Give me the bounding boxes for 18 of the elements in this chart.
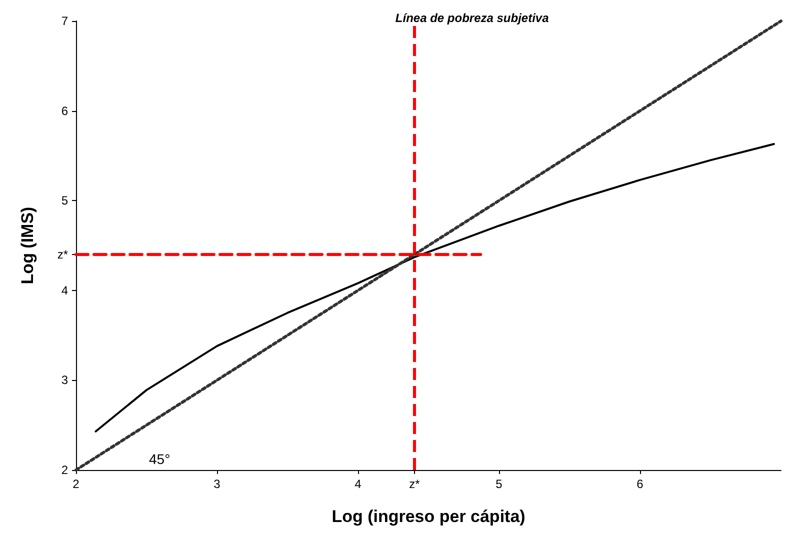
x-tick-label: 6 (636, 477, 644, 491)
x-tick-label: 2 (72, 477, 80, 491)
annotation: 45° (149, 451, 170, 467)
y-tick-label: 3 (61, 373, 68, 388)
x-tick-label: 3 (214, 477, 221, 491)
line-series (94, 143, 775, 432)
x-tick-label: z* (409, 477, 420, 491)
x-tick-label: 5 (496, 477, 503, 491)
y-tick-label: 6 (61, 104, 68, 118)
y-tick-label: 4 (61, 283, 68, 298)
x-tick-label: 4 (354, 477, 362, 491)
y-tick-label: 7 (61, 14, 68, 28)
x-axis-title: Log (ingreso per cápita) (332, 507, 526, 526)
y-tick-label: z* (57, 247, 68, 262)
y-tick-label: 2 (61, 463, 68, 477)
y-tick-label: 5 (61, 194, 68, 208)
ref-line-label: Línea de pobreza subjetiva (395, 11, 550, 25)
y-axis-title: Log (IMS) (18, 206, 37, 284)
